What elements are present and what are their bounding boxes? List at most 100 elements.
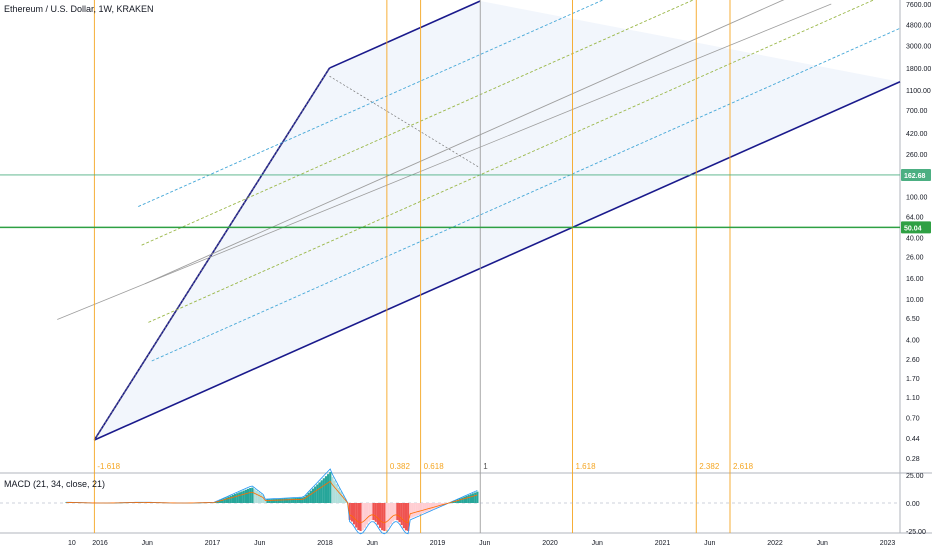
macd-histogram-bar bbox=[417, 503, 421, 515]
macd-histogram-bar bbox=[311, 488, 315, 503]
macd-histogram-bar bbox=[413, 503, 416, 517]
pitchfork-parallel-1 bbox=[151, 27, 901, 362]
macd-histogram-bar bbox=[301, 497, 304, 503]
price-axis-tick: 1800.00 bbox=[906, 66, 931, 73]
macd-histogram-bar bbox=[459, 498, 462, 503]
macd-histogram-bar bbox=[335, 484, 338, 503]
macd-histogram-bar bbox=[244, 489, 248, 503]
time-axis-tick: Jun bbox=[367, 540, 378, 547]
time-axis-tick: 2019 bbox=[430, 540, 446, 547]
macd-histogram-bar bbox=[474, 492, 477, 503]
macd-histogram-bar bbox=[253, 489, 256, 503]
chart-title: Ethereum / U.S. Dollar, 1W, KRAKEN bbox=[4, 4, 154, 14]
price-axis-tick: 2.60 bbox=[906, 357, 920, 364]
time-axis-tick: Jun bbox=[817, 540, 828, 547]
macd-histogram-bar bbox=[370, 503, 373, 521]
macd-histogram-bar bbox=[285, 498, 289, 503]
time-axis-tick: 2023 bbox=[880, 540, 896, 547]
macd-histogram-bar bbox=[355, 503, 358, 528]
macd-axis-tick: 25.00 bbox=[906, 473, 924, 480]
macd-histogram-bar bbox=[348, 503, 351, 520]
price-axis-tick: 10.00 bbox=[906, 297, 924, 304]
macd-histogram-bar bbox=[231, 494, 235, 503]
macd-histogram-bar bbox=[218, 500, 222, 503]
pitchfork-lower-tine bbox=[94, 81, 901, 441]
macd-histogram-bar bbox=[361, 503, 364, 531]
macd-histogram-bar bbox=[236, 493, 239, 503]
macd-histogram-bar bbox=[327, 474, 330, 503]
macd-histogram-bar bbox=[242, 490, 245, 503]
price-axis-tick: 0.28 bbox=[906, 456, 920, 463]
support-level-tag-bg bbox=[901, 221, 931, 234]
time-axis-tick: Jun bbox=[254, 540, 265, 547]
time-axis-tick: Jun bbox=[142, 540, 153, 547]
macd-histogram-bar bbox=[389, 503, 392, 525]
macd-histogram-bar bbox=[372, 503, 375, 521]
macd-histogram-bar bbox=[378, 503, 382, 528]
macd-histogram-bar bbox=[439, 503, 442, 507]
fib-time-zone-label-6: 2.382 bbox=[699, 462, 720, 471]
macd-histogram-bar bbox=[234, 494, 237, 503]
macd-title: MACD (21, 34, close, 21) bbox=[4, 479, 106, 489]
macd-histogram-bar bbox=[396, 503, 399, 521]
macd-histogram-bar bbox=[402, 503, 405, 529]
macd-histogram-bar bbox=[292, 498, 295, 503]
pitchfork-upper-tine bbox=[329, 0, 481, 69]
macd-histogram-bar bbox=[467, 495, 470, 503]
macd-histogram-bar bbox=[342, 495, 345, 503]
current-price-tag-bg bbox=[901, 168, 931, 181]
macd-histogram-bar bbox=[357, 503, 360, 531]
price-axis-tick: 4800.00 bbox=[906, 22, 931, 29]
price-axis-tick: 64.00 bbox=[906, 214, 924, 221]
time-axis-tick: 2016 bbox=[92, 540, 108, 547]
macd-histogram-bar bbox=[270, 499, 273, 503]
macd-histogram-bar bbox=[296, 497, 299, 503]
macd-histogram-bar bbox=[266, 499, 269, 503]
macd-histogram-bar bbox=[374, 503, 377, 522]
macd-histogram-bar bbox=[368, 503, 371, 522]
macd-histogram-bar bbox=[251, 487, 254, 503]
trend-line-upper bbox=[57, 3, 832, 320]
price-axis-tick: 260.00 bbox=[906, 152, 928, 159]
fib-time-zone-label-4: 1 bbox=[483, 462, 488, 471]
time-axis-tick: 10 bbox=[68, 540, 76, 547]
price-axis-tick: 6.50 bbox=[906, 316, 920, 323]
macd-histogram-bar bbox=[407, 503, 410, 531]
macd-histogram-bar bbox=[463, 496, 466, 503]
macd-histogram-bar bbox=[344, 498, 347, 503]
macd-histogram-bar bbox=[277, 498, 280, 503]
macd-histogram-bar bbox=[469, 494, 473, 503]
fib-time-zone-label-3: 0.618 bbox=[424, 462, 445, 471]
time-axis-tick: 2022 bbox=[767, 540, 783, 547]
price-axis-tick: 7600.00 bbox=[906, 2, 931, 9]
time-axis-tick: Jun bbox=[479, 540, 490, 547]
price-axis-tick: 3000.00 bbox=[906, 43, 931, 50]
macd-histogram-bar bbox=[365, 503, 369, 525]
time-axis-tick: Jun bbox=[704, 540, 715, 547]
macd-histogram-bar bbox=[225, 497, 228, 503]
macd-histogram-bar bbox=[394, 503, 397, 520]
macd-histogram-bar bbox=[259, 493, 263, 503]
macd-histogram-bar bbox=[337, 487, 341, 503]
fib-time-zone-label-2: 0.382 bbox=[390, 462, 411, 471]
macd-histogram-bar bbox=[415, 503, 418, 516]
macd-histogram-bar bbox=[275, 498, 278, 503]
pitchfork-fill bbox=[94, 1, 900, 440]
macd-histogram-bar bbox=[350, 503, 354, 522]
macd-histogram-bar bbox=[441, 503, 444, 506]
macd-histogram-bar bbox=[249, 488, 252, 503]
macd-histogram-bar bbox=[398, 503, 401, 523]
macd-histogram-bar bbox=[255, 490, 258, 503]
macd-histogram-bar bbox=[430, 503, 434, 510]
macd-histogram-bar bbox=[307, 492, 310, 503]
macd-histogram-bar bbox=[272, 499, 276, 503]
macd-histogram-bar bbox=[409, 503, 412, 519]
macd-histogram-bar bbox=[363, 503, 367, 528]
macd-histogram-bar bbox=[424, 503, 427, 513]
macd-histogram-bar bbox=[257, 492, 260, 503]
fib-time-zone-label-5: 1.618 bbox=[576, 462, 597, 471]
macd-histogram-bar bbox=[404, 503, 408, 531]
pitchfork-parallel-2 bbox=[148, 0, 875, 323]
macd-histogram-bar bbox=[476, 491, 479, 503]
